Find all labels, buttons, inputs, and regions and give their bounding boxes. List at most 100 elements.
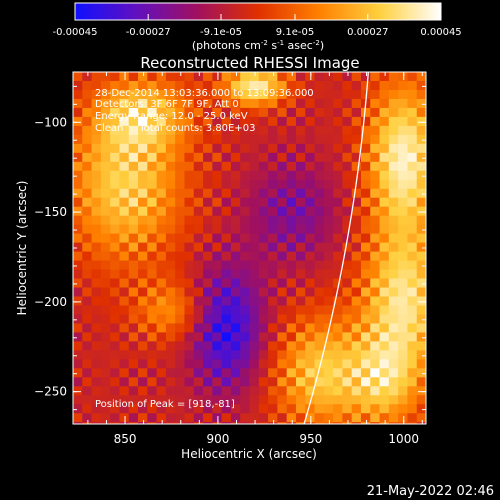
heatmap-cell <box>184 323 195 333</box>
heatmap-cell <box>360 404 371 414</box>
heatmap-cell <box>295 197 306 208</box>
heatmap-cell <box>398 368 408 378</box>
heatmap-cell <box>156 134 167 145</box>
heatmap-cell <box>370 170 381 181</box>
heatmap-cell <box>240 98 250 109</box>
heatmap-cell <box>398 197 408 208</box>
heatmap-cell <box>156 305 167 315</box>
heatmap-cell <box>175 395 185 405</box>
heatmap-cell <box>91 89 102 100</box>
heatmap-cell <box>203 296 213 306</box>
heatmap-cell <box>73 341 83 351</box>
heatmap-cell <box>193 269 204 280</box>
heatmap-cell <box>212 125 223 136</box>
heatmap-cell <box>73 98 83 109</box>
heatmap-cell <box>295 377 306 387</box>
heatmap-cell <box>230 72 241 82</box>
heatmap-cell <box>295 260 306 271</box>
heatmap-cell <box>314 386 325 396</box>
heatmap-cell <box>249 260 260 271</box>
heatmap-cell <box>416 197 426 208</box>
heatmap-cell <box>305 242 316 253</box>
heatmap-cell <box>249 188 260 199</box>
heatmap-cell <box>230 80 241 91</box>
heatmap-cell <box>128 116 139 127</box>
heatmap-cell <box>175 359 185 369</box>
heatmap-cell <box>249 206 260 217</box>
heatmap-cell <box>258 287 269 297</box>
heatmap-cell <box>230 251 241 262</box>
heatmap-cell <box>314 170 325 181</box>
heatmap-cell <box>212 215 223 226</box>
heatmap-cell <box>314 206 325 217</box>
heatmap-cell <box>314 197 325 208</box>
heatmap-cell <box>147 413 158 423</box>
heatmap-cell <box>91 206 102 217</box>
heatmap-cell <box>249 278 260 289</box>
heatmap-cell <box>286 72 297 82</box>
heatmap-cell <box>286 413 297 423</box>
heatmap-cell <box>295 116 306 127</box>
heatmap-cell <box>286 350 297 360</box>
heatmap-cell <box>258 386 269 396</box>
heatmap-cell <box>370 359 381 369</box>
heatmap-cell <box>221 98 232 109</box>
heatmap-cell <box>128 179 139 190</box>
heatmap-cell <box>100 413 111 423</box>
heatmap-cell <box>286 359 297 369</box>
heatmap-cell <box>426 323 436 332</box>
heatmap-cell <box>230 269 241 280</box>
heatmap-cell <box>333 215 343 226</box>
heatmap-cell <box>426 171 436 180</box>
heatmap-cell <box>416 296 426 306</box>
heatmap-cell <box>379 296 390 306</box>
heatmap-cell <box>286 89 297 100</box>
heatmap-cell <box>416 107 426 118</box>
heatmap-cell <box>212 260 223 271</box>
heatmap-cell <box>203 395 213 405</box>
heatmap-cell <box>221 368 232 378</box>
heatmap-cell <box>128 152 139 163</box>
heatmap-cell <box>286 269 297 280</box>
heatmap-cell <box>156 224 167 235</box>
heatmap-cell <box>82 323 93 333</box>
heatmap-cell <box>156 197 167 208</box>
heatmap-cell <box>203 359 213 369</box>
heatmap-cell <box>379 89 390 100</box>
heatmap-cell <box>165 404 176 414</box>
heatmap-cell <box>342 224 353 235</box>
heatmap-cell <box>370 341 381 351</box>
heatmap-cell <box>119 134 130 145</box>
heatmap-cell <box>221 242 232 253</box>
heatmap-cell <box>147 197 158 208</box>
heatmap-cell <box>184 125 195 136</box>
heatmap-cell <box>212 107 223 118</box>
annotation-block: 28-Dec-2014 13:03:36.000 to 13:09:36.000… <box>95 88 314 410</box>
heatmap-cell <box>258 170 269 181</box>
heatmap-cell <box>314 215 325 226</box>
heatmap-cell <box>426 81 436 90</box>
heatmap-cell <box>138 134 148 145</box>
heatmap-cell <box>323 305 334 315</box>
heatmap-cell <box>258 260 269 271</box>
x-tick-label: 850 <box>114 432 137 446</box>
heatmap-cell <box>407 350 418 360</box>
heatmap-cell <box>342 323 353 333</box>
heatmap-cell <box>323 152 334 163</box>
heatmap-cell <box>295 413 306 423</box>
heatmap-cell <box>388 350 399 360</box>
heatmap-cell <box>277 314 288 324</box>
heatmap-cell <box>73 170 83 181</box>
heatmap-cell <box>91 368 102 378</box>
heatmap-cell <box>379 422 390 424</box>
heatmap-cell <box>249 368 260 378</box>
heatmap-cell <box>323 89 334 100</box>
heatmap-cell <box>212 251 223 262</box>
heatmap-cell <box>379 224 390 235</box>
heatmap-cell <box>203 152 213 163</box>
heatmap-cell <box>110 107 120 118</box>
heatmap-cell <box>333 413 343 423</box>
heatmap-cell <box>314 80 325 91</box>
heatmap-cell <box>240 80 250 91</box>
heatmap-cell <box>277 107 288 118</box>
